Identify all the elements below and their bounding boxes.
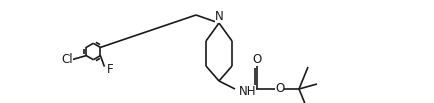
Text: O: O bbox=[275, 83, 284, 95]
Text: Cl: Cl bbox=[61, 53, 72, 66]
Text: O: O bbox=[253, 53, 262, 66]
Text: N: N bbox=[215, 10, 224, 23]
Text: F: F bbox=[106, 63, 113, 76]
Text: NH: NH bbox=[239, 85, 256, 98]
